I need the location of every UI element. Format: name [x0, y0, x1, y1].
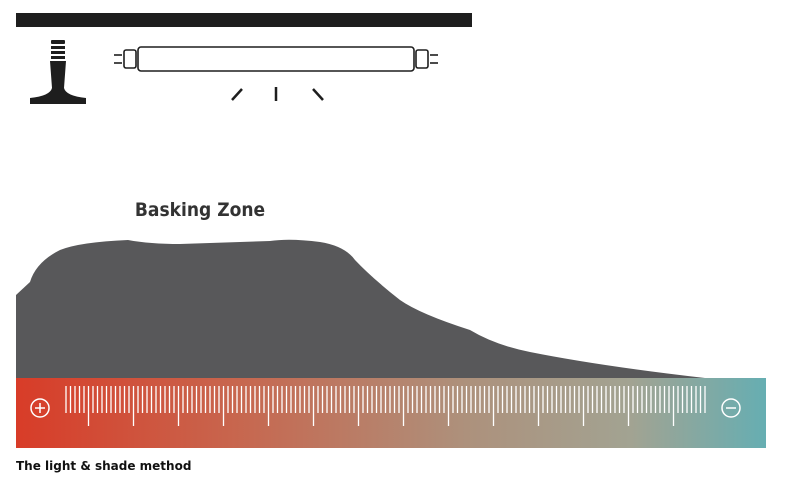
tube-light [114, 46, 438, 101]
top-bar [16, 13, 472, 27]
minus-icon [721, 398, 741, 418]
shade-hill [16, 239, 705, 378]
zone-label: Basking Zone [135, 199, 265, 221]
temperature-bar [16, 378, 766, 448]
plus-icon [30, 398, 50, 418]
caption: The light & shade method [16, 459, 191, 473]
ruler [65, 386, 706, 426]
lamp-icon [30, 40, 86, 104]
